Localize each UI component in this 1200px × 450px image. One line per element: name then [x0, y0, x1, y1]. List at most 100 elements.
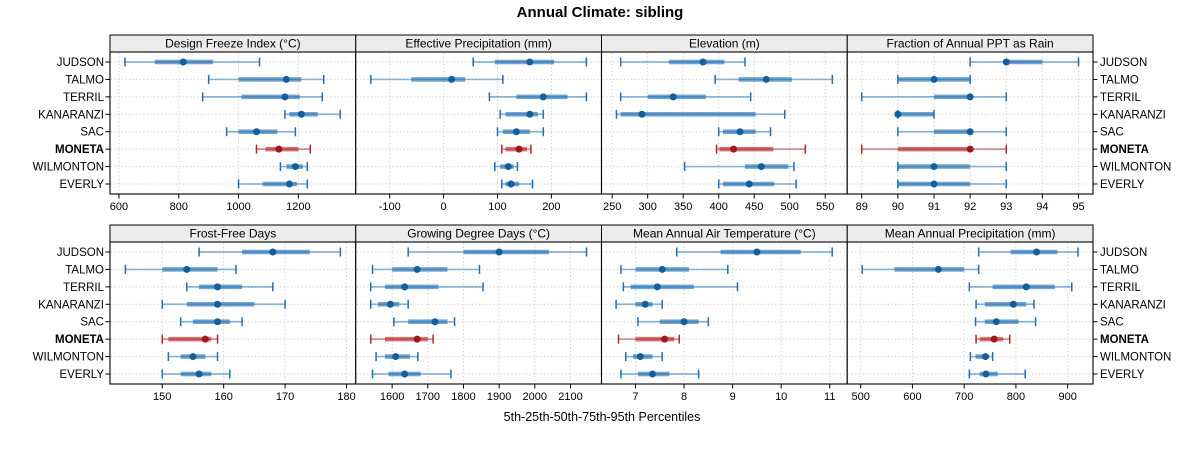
x-tick-label: 800 [1007, 391, 1025, 403]
percentile-row-judson [198, 247, 342, 257]
site-label-right: TALMO [1100, 74, 1139, 86]
median-dot [680, 318, 688, 326]
percentile-row-talmo [207, 74, 325, 84]
percentile-row-talmo [620, 264, 729, 274]
percentile-row-terril [622, 282, 739, 292]
percentile-row-talmo [370, 74, 504, 84]
x-tick-label: 100 [488, 201, 506, 213]
site-label-right: TERRIL [1100, 282, 1142, 294]
x-tick-label: 2100 [558, 391, 582, 403]
percentile-row-everly [717, 179, 797, 189]
x-tick-label: 900 [1058, 391, 1076, 403]
percentile-row-sac [179, 317, 243, 327]
percentile-row-talmo [124, 264, 237, 274]
x-tick-label: 170 [276, 391, 294, 403]
median-dot [214, 300, 222, 308]
median-dot [386, 300, 394, 308]
site-label-right: JUDSON [1100, 57, 1147, 69]
median-dot [966, 93, 974, 101]
x-tick-label: 550 [816, 201, 834, 213]
percentile-row-moneta [369, 334, 434, 344]
percentile-row-kanaranzi [615, 109, 786, 119]
percentile-row-terril [369, 282, 484, 292]
band-25-75 [620, 111, 756, 117]
median-dot [281, 93, 289, 101]
site-label-left: WILMONTON [33, 352, 104, 364]
panel-title: Fraction of Annual PPT as Rain [887, 37, 1054, 51]
x-tick-label: 1000 [226, 201, 250, 213]
percentile-row-judson [472, 57, 588, 67]
percentile-row-moneta [975, 334, 1011, 344]
percentile-row-talmo [861, 264, 980, 274]
percentile-row-everly [620, 369, 700, 379]
median-dot [275, 145, 283, 153]
band-25-75 [408, 319, 448, 325]
band-25-75 [720, 249, 801, 255]
x-tick-label: 91 [928, 201, 940, 213]
x-tick-label: 1700 [416, 391, 440, 403]
percentile-row-kanaranzi [975, 299, 1035, 309]
band-25-75 [384, 336, 428, 342]
median-dot [189, 353, 197, 361]
median-dot [930, 180, 938, 188]
site-label-left: SAC [80, 127, 104, 139]
site-label-left: TERRIL [63, 282, 105, 294]
median-dot [930, 75, 938, 83]
median-dot [966, 145, 974, 153]
panel-design-freeze-index-c-: Design Freeze Index (°C) 600 800 1000 1200 JU… [33, 34, 357, 213]
x-tick-label: 1600 [380, 391, 404, 403]
median-dot [638, 110, 646, 118]
percentile-row-wilmonton [279, 162, 309, 172]
median-dot [1009, 300, 1017, 308]
site-label-left: MONETA [55, 334, 104, 346]
percentile-row-terril [968, 282, 1073, 292]
median-dot [431, 318, 439, 326]
percentile-row-wilmonton [683, 162, 795, 172]
median-dot [1022, 283, 1030, 291]
site-label-right: MONETA [1100, 334, 1149, 346]
x-tick-label: 93 [1000, 201, 1012, 213]
percentile-row-sac [225, 127, 297, 137]
median-dot [930, 163, 938, 171]
median-dot [934, 265, 942, 273]
panel-elevation-m-: Elevation (m) 250 300 350 400 450 500 550 [600, 34, 848, 213]
percentile-row-terril [619, 92, 752, 102]
x-tick-label: 90 [892, 201, 904, 213]
panel-effective-precipitation-mm-: Effective Precipitation (mm) -100 0 100 200 [355, 34, 603, 213]
band-25-75 [168, 336, 212, 342]
site-label-right: EVERLY [1100, 179, 1145, 191]
band-25-75 [897, 146, 971, 152]
percentile-row-terril [860, 92, 1008, 102]
percentile-row-everly [501, 179, 534, 189]
percentile-row-kanaranzi [499, 109, 545, 119]
panel-title: Mean Annual Air Temperature (°C) [633, 227, 816, 241]
percentile-row-talmo [371, 264, 481, 274]
band-25-75 [494, 59, 555, 65]
median-dot [745, 180, 753, 188]
percentile-row-talmo [714, 74, 834, 84]
x-tick-label: 180 [337, 391, 355, 403]
median-dot [653, 283, 661, 291]
x-tick-label: 2000 [523, 391, 547, 403]
median-dot [392, 353, 400, 361]
x-tick-label: 10 [775, 391, 787, 403]
median-dot [757, 163, 765, 171]
site-label-left: TALMO [65, 264, 104, 276]
median-dot [669, 93, 677, 101]
percentile-row-moneta [161, 334, 219, 344]
band-25-75 [411, 77, 466, 82]
band-25-75 [933, 129, 971, 135]
band-25-75 [384, 284, 439, 290]
band-25-75 [192, 319, 230, 325]
site-label-left: EVERLY [59, 369, 104, 381]
median-dot [448, 75, 456, 83]
panel-mean-annual-air-temperature-c-: Mean Annual Air Temperature (°C) 7 8 9 10 11 [600, 224, 848, 403]
figure-title: Annual Climate: sibling [516, 4, 684, 21]
panel-box [109, 51, 357, 195]
percentile-row-everly [161, 369, 231, 379]
x-tick-label: 7 [632, 391, 638, 403]
panel-frost-free-days: Frost-Free Days 150 160 170 180 JUDSON TALMO TE… [33, 224, 357, 403]
panel-box [600, 51, 848, 195]
median-dot [282, 75, 290, 83]
